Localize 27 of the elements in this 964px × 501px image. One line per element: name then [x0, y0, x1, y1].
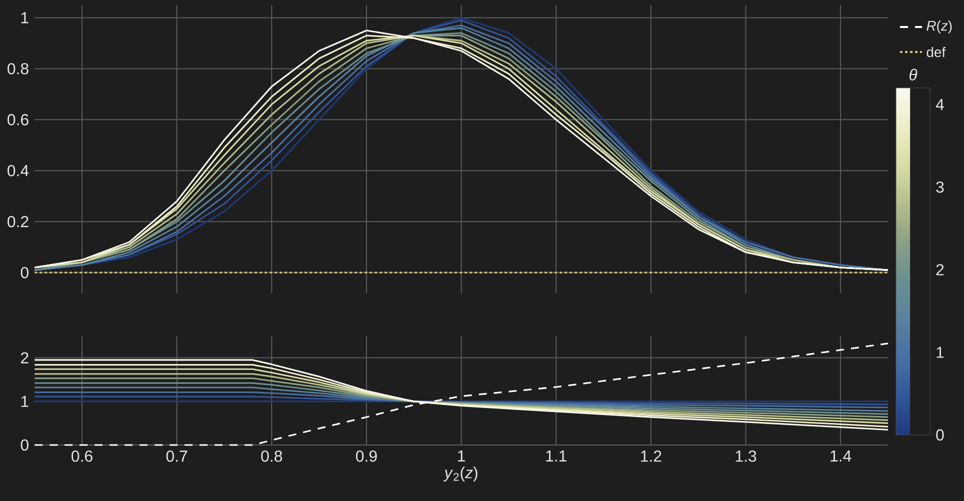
- y-tick-label: 0.2: [8, 216, 28, 228]
- legend-label: def: [926, 46, 946, 58]
- x-tick-label: 1.4: [830, 450, 852, 462]
- y-tick-label: 2: [21, 352, 28, 364]
- y-tick-label: 0: [20, 266, 28, 278]
- color-bar-title: θ: [909, 68, 918, 80]
- x-tick-label: 1.2: [641, 450, 662, 462]
- y-tick-label: 1: [21, 12, 28, 24]
- y-tick-label: 0.6: [8, 114, 28, 126]
- y-tick-label: 0.8: [8, 63, 28, 74]
- color-bar-label: 1: [936, 346, 944, 358]
- x-tick-label: 0.9: [356, 450, 377, 462]
- x-axis-title: y$_{2}$(z): [443, 466, 478, 482]
- color-bar-label: 3: [936, 181, 944, 193]
- legend-label: R(z): [926, 20, 952, 34]
- x-tick-label: 0.6: [72, 450, 92, 462]
- x-tick-label: 1.3: [736, 450, 756, 462]
- x-tick-label: 0.8: [261, 450, 282, 462]
- color-bar-label: 0: [936, 429, 944, 441]
- y-tick-label: 0: [20, 439, 28, 451]
- x-tick-label: 1: [458, 450, 465, 462]
- x-tick-label: 0.7: [166, 450, 188, 462]
- color-bar-label: 4: [936, 98, 944, 110]
- y-tick-label: 0.4: [8, 165, 29, 176]
- color-bar-label: 2: [936, 264, 944, 276]
- x-tick-label: 1.1: [546, 450, 566, 462]
- y-tick-label: 1: [21, 396, 28, 407]
